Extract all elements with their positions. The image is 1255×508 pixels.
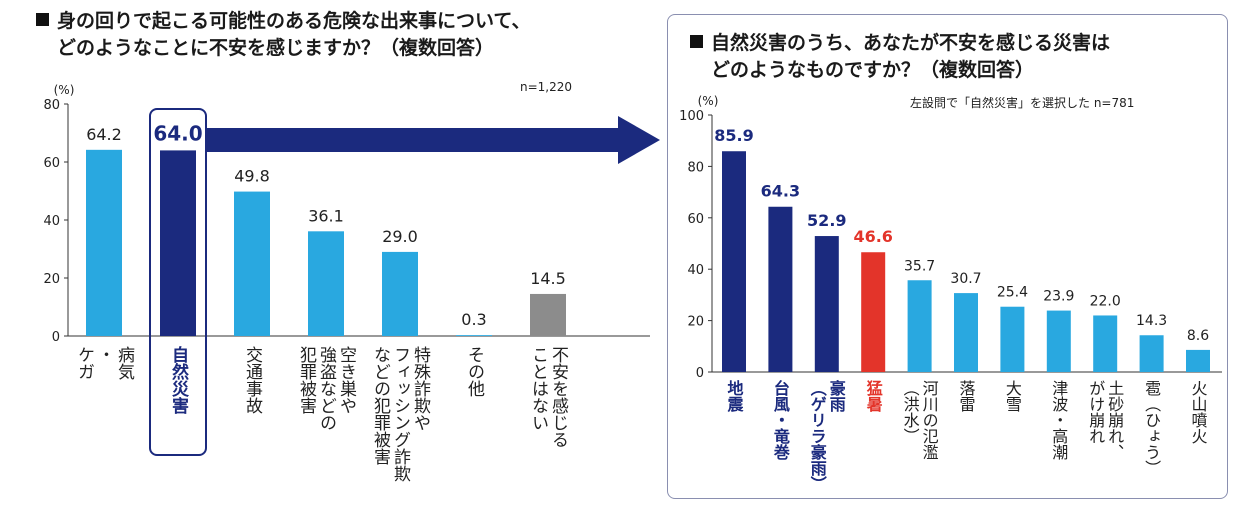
left-title-line-2: どのようなことに不安を感じますか？（複数回答）	[57, 37, 495, 59]
right-chart-title: 自然災害のうち、あなたが不安を感じる災害は どのようなものですか？（複数回答）	[690, 30, 1230, 84]
link-arrow	[207, 116, 660, 164]
y-unit-label: (%)	[54, 83, 75, 97]
y-tick-label: 20	[43, 272, 60, 287]
category-label: ことはない	[528, 346, 548, 431]
square-bullet-icon	[690, 35, 703, 48]
category-label: 特殊詐欺や	[410, 346, 431, 431]
category-label: 強盗などの	[316, 346, 337, 431]
category-label: 自然災害	[168, 345, 189, 415]
y-tick-label: 0	[52, 330, 60, 345]
category-label: などの犯罪被害	[370, 346, 391, 465]
bar	[160, 150, 196, 336]
y-tick-label: 60	[43, 156, 60, 171]
category-label: ・	[94, 346, 114, 363]
bar	[86, 149, 122, 336]
left-title-line-1: 身の回りで起こる可能性のある危険な出来事について、	[57, 10, 531, 32]
category-label: 犯罪被害	[296, 346, 317, 414]
bar	[530, 293, 566, 336]
left-sample-note: n=1,220	[520, 80, 573, 94]
right-title-line-2: どのようなものですか？（複数回答）	[711, 59, 1035, 81]
data-label: 0.3	[461, 310, 486, 329]
category-label: その他	[464, 346, 485, 397]
right-title-line-1: 自然災害のうち、あなたが不安を感じる災害は	[711, 32, 1111, 54]
data-label: 49.8	[234, 167, 270, 186]
highlight-frame	[149, 108, 207, 456]
left-chart-title: 身の回りで起こる可能性のある危険な出来事について、 どのようなことに不安を感じま…	[36, 8, 656, 62]
square-bullet-icon	[36, 13, 49, 26]
category-label: 不安を感じる	[548, 346, 569, 448]
category-label: 病気	[114, 346, 135, 381]
y-tick-label: 40	[43, 214, 60, 229]
y-tick-label: 80	[43, 98, 60, 113]
right-chart-panel	[667, 14, 1228, 499]
data-label: 64.0	[153, 121, 202, 145]
category-label: 交通事故	[242, 346, 263, 414]
category-label: ケガ	[74, 346, 94, 380]
bar	[456, 335, 492, 336]
data-label: 64.2	[86, 125, 122, 144]
category-label: フィッシング詐欺	[390, 346, 411, 482]
category-label: 空き巣や	[336, 346, 357, 414]
bar	[308, 231, 344, 336]
bar	[234, 191, 270, 336]
data-label: 36.1	[308, 206, 344, 225]
left-bar-chart: (%) 0 20 40 60 80 64.2 病気・ケガ 64.0 自然災害 49.8 交通事故 36.…	[43, 83, 660, 482]
data-label: 29.0	[382, 227, 418, 246]
data-label: 14.5	[530, 269, 566, 288]
bar	[382, 251, 418, 336]
right-sample-note: 左設問で「自然災害」を選択した n=781	[910, 96, 1135, 110]
